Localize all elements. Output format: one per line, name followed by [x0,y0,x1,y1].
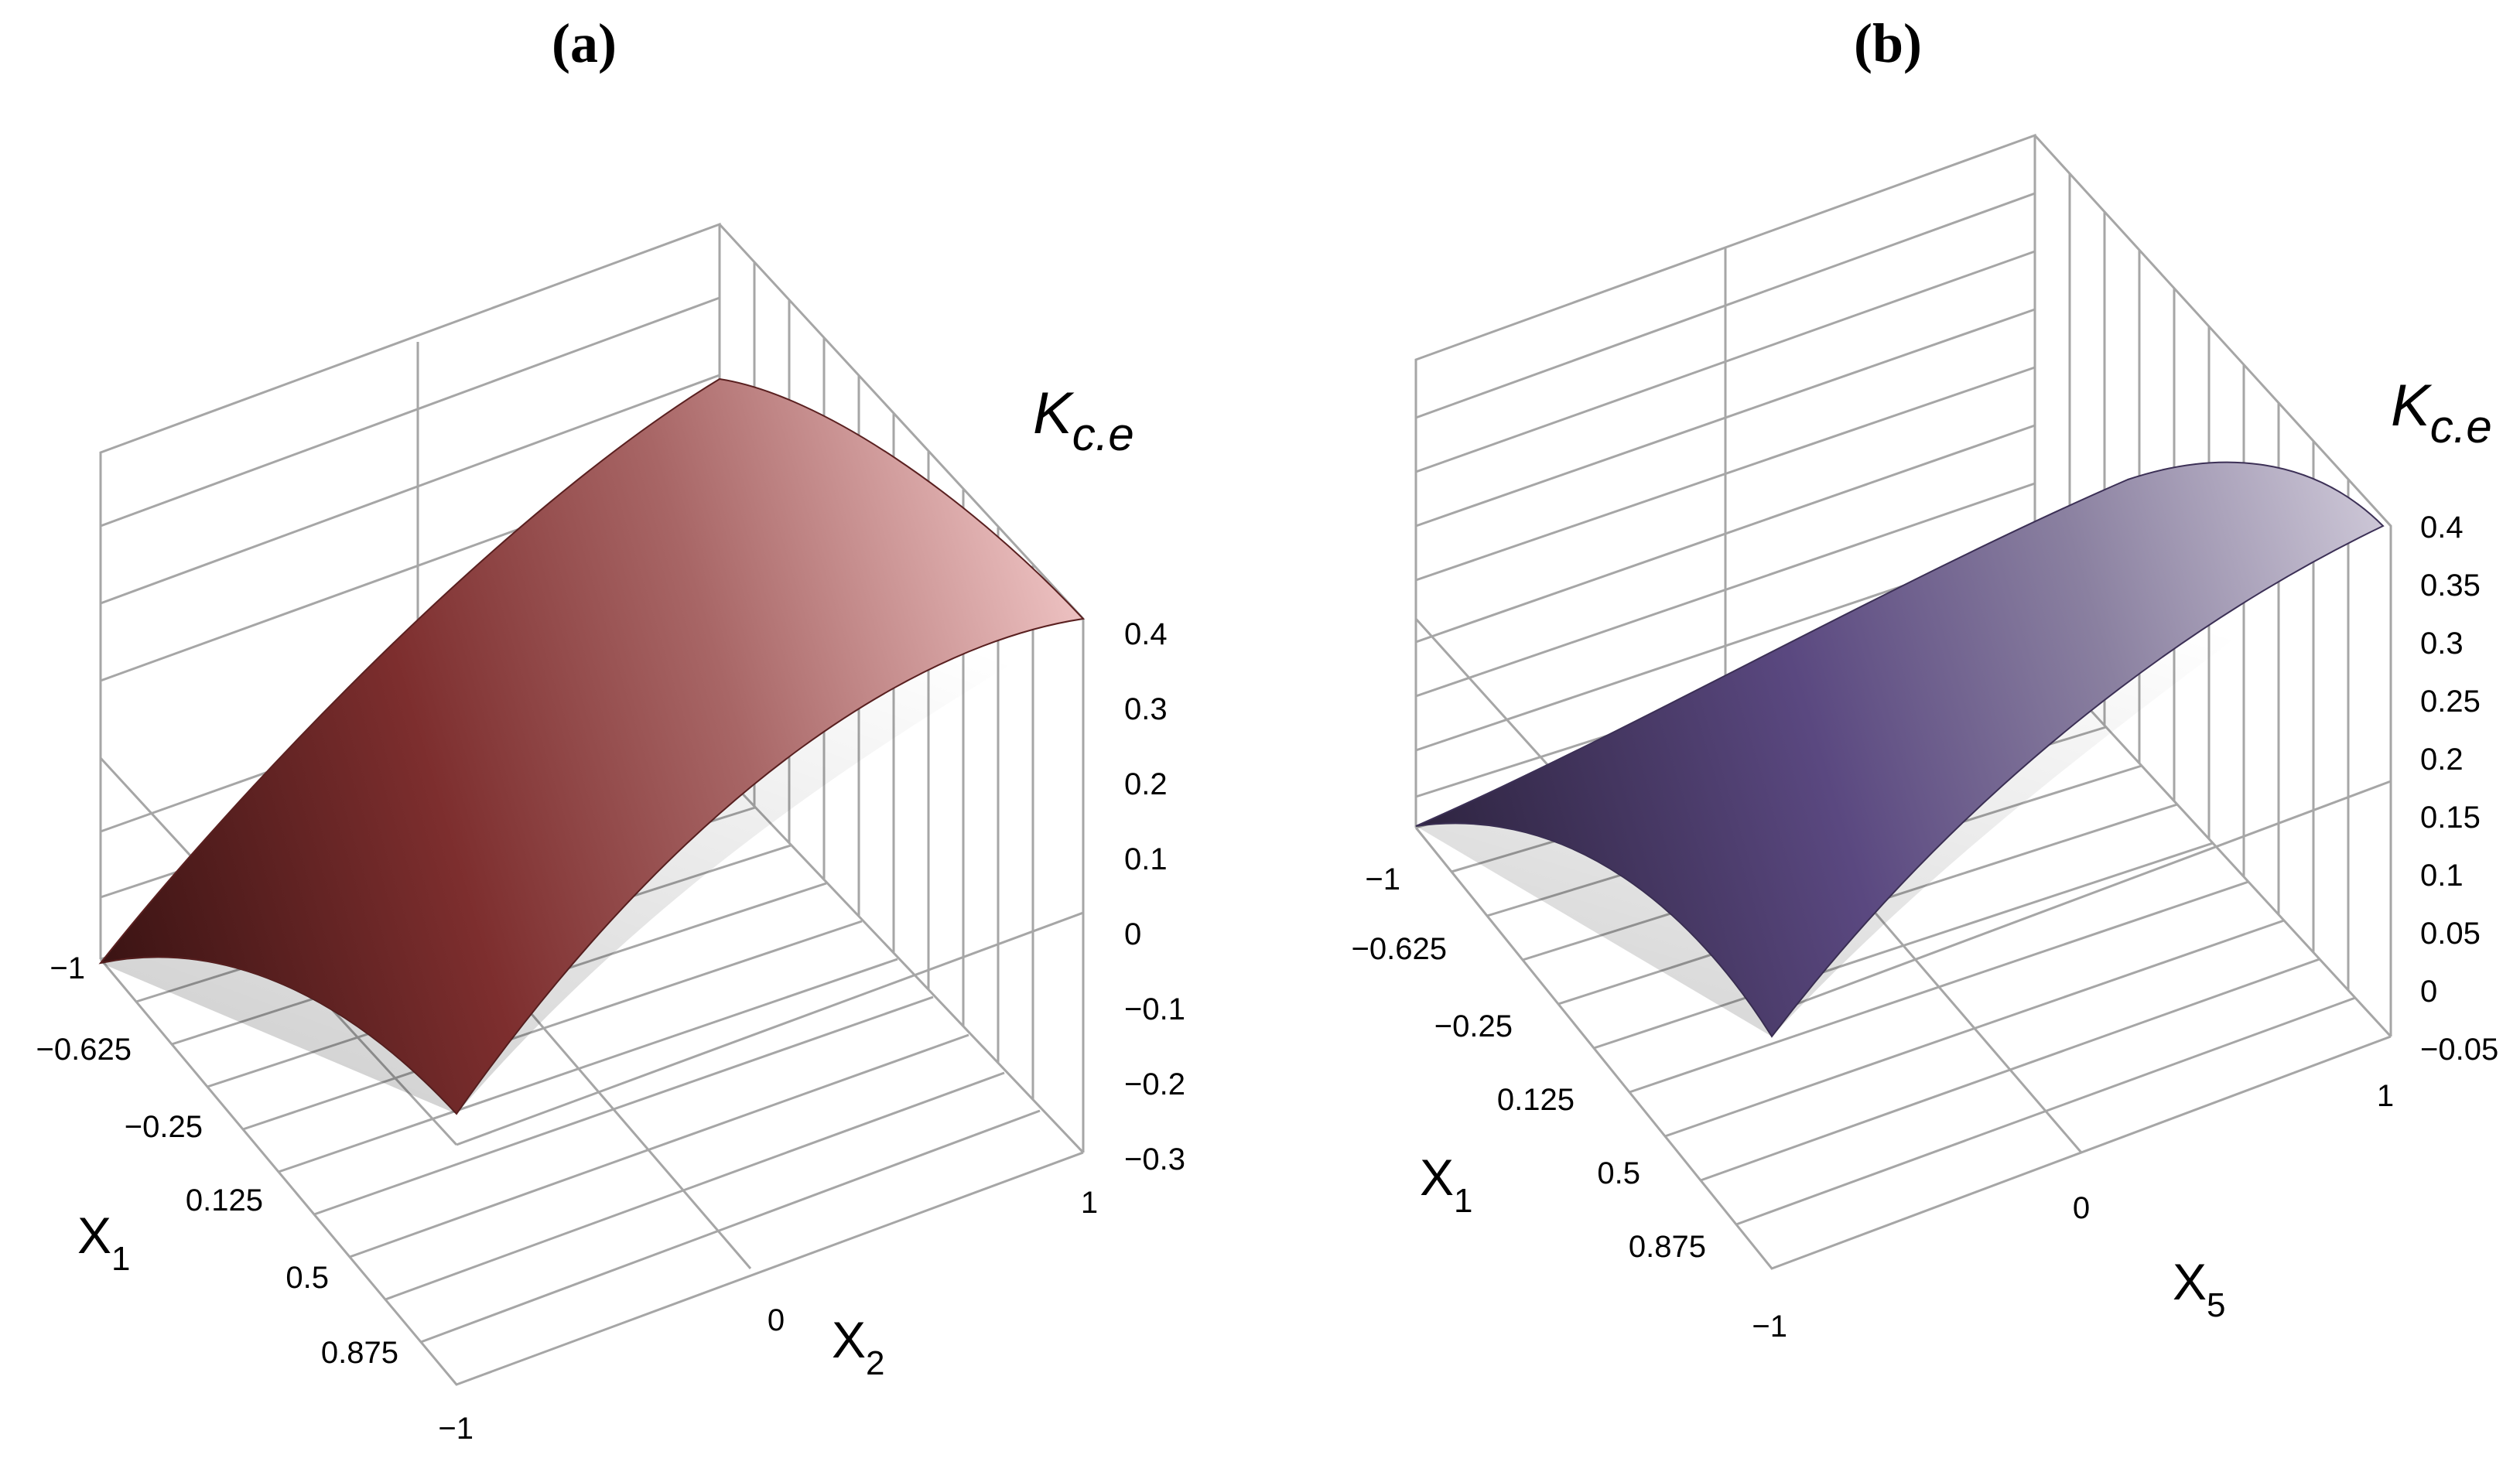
panel-b-x1-title: X1 [1420,1149,1473,1220]
panel-a-x1-tick: −1 [50,951,85,985]
panel-b-z-tick: 0.35 [2420,569,2481,603]
panel-a-z-tick: −0.1 [1124,992,1185,1026]
panel-a-x1-tick: 0.5 [286,1261,329,1295]
panel-a-x1-tick: 0.875 [321,1336,398,1370]
panel-b-x1-tick: 0.875 [1629,1230,1706,1264]
panel-b-x1-tick: −1 [1365,862,1400,896]
panel-b-z-tick: 0.3 [2420,627,2464,661]
panel-b-x5-tick: 1 [2377,1079,2394,1113]
panel-b-x5-tick: −1 [1752,1310,1787,1344]
panel-a-x2-tick: −1 [438,1412,474,1446]
panel-a-z-tick: −0.2 [1124,1067,1185,1101]
panel-a-z-ticks: 0.4 0.3 0.2 0.1 0 −0.1 −0.2 −0.3 [1124,617,1185,1176]
panel-b-x1-tick: 0.125 [1497,1083,1575,1117]
panel-b-z-tick: 0.25 [2420,685,2481,719]
panel-b-x1-tick: −0.25 [1434,1009,1513,1043]
panel-a: −1 −0.625 −0.25 0.125 0.5 0.875 −1 0 1 0… [36,12,1185,1446]
panel-a-x1-title: X1 [77,1207,131,1278]
panel-a-z-title: Kc.e [1033,381,1134,460]
panel-a-surface-shade [101,619,1083,1114]
panel-b-z-tick: 0.4 [2420,511,2464,545]
panel-b-z-title: Kc.e [2391,373,2492,452]
panel-b-label: (b) [1854,12,1922,74]
panel-b-z-ticks: 0.4 0.35 0.3 0.25 0.2 0.15 0.1 0.05 0 −0… [2420,511,2498,1067]
panel-a-z-tick: 0.3 [1124,692,1168,726]
panel-a-z-tick: −0.3 [1124,1142,1185,1176]
panel-b-z-tick: 0.2 [2420,743,2464,777]
panel-b-z-tick: 0.1 [2420,859,2464,893]
panel-a-x2-tick: 1 [1081,1186,1098,1220]
panel-b-x5-tick: 0 [2073,1191,2090,1225]
panel-a-x1-ticks: −1 −0.625 −0.25 0.125 0.5 0.875 [36,951,398,1370]
panel-a-z-tick: 0.4 [1124,617,1168,651]
panel-b-z-tick: −0.05 [2420,1033,2498,1067]
panel-b-x1-tick: 0.5 [1597,1156,1640,1190]
panel-a-x2-tick: 0 [768,1303,785,1337]
panel-a-x1-tick: 0.125 [186,1183,263,1217]
panel-b-z-tick: 0.05 [2420,917,2481,951]
panel-a-label: (a) [552,12,617,74]
panel-b-surface-shade [1416,526,2383,1036]
panel-a-x1-tick: −0.25 [125,1110,203,1144]
panel-a-z-tick: 0.1 [1124,842,1168,876]
panel-a-x2-ticks: −1 0 1 [438,1186,1098,1446]
panel-b-x5-ticks: −1 0 1 [1752,1079,2394,1344]
panel-a-x2-title: X2 [832,1311,885,1382]
panel-b-z-tick: 0.15 [2420,801,2481,835]
panel-b-z-tick: 0 [2420,975,2437,1009]
panel-a-z-tick: 0 [1124,917,1141,951]
panel-a-x1-tick: −0.625 [36,1033,132,1067]
panel-b: −1 −0.625 −0.25 0.125 0.5 0.875 −1 0 1 0… [1352,12,2499,1344]
panel-b-x1-tick: −0.625 [1352,932,1447,966]
panel-b-x5-title: X5 [2173,1253,2226,1324]
panel-b-x1-ticks: −1 −0.625 −0.25 0.125 0.5 0.875 [1352,862,1706,1264]
panel-a-z-tick: 0.2 [1124,767,1168,801]
